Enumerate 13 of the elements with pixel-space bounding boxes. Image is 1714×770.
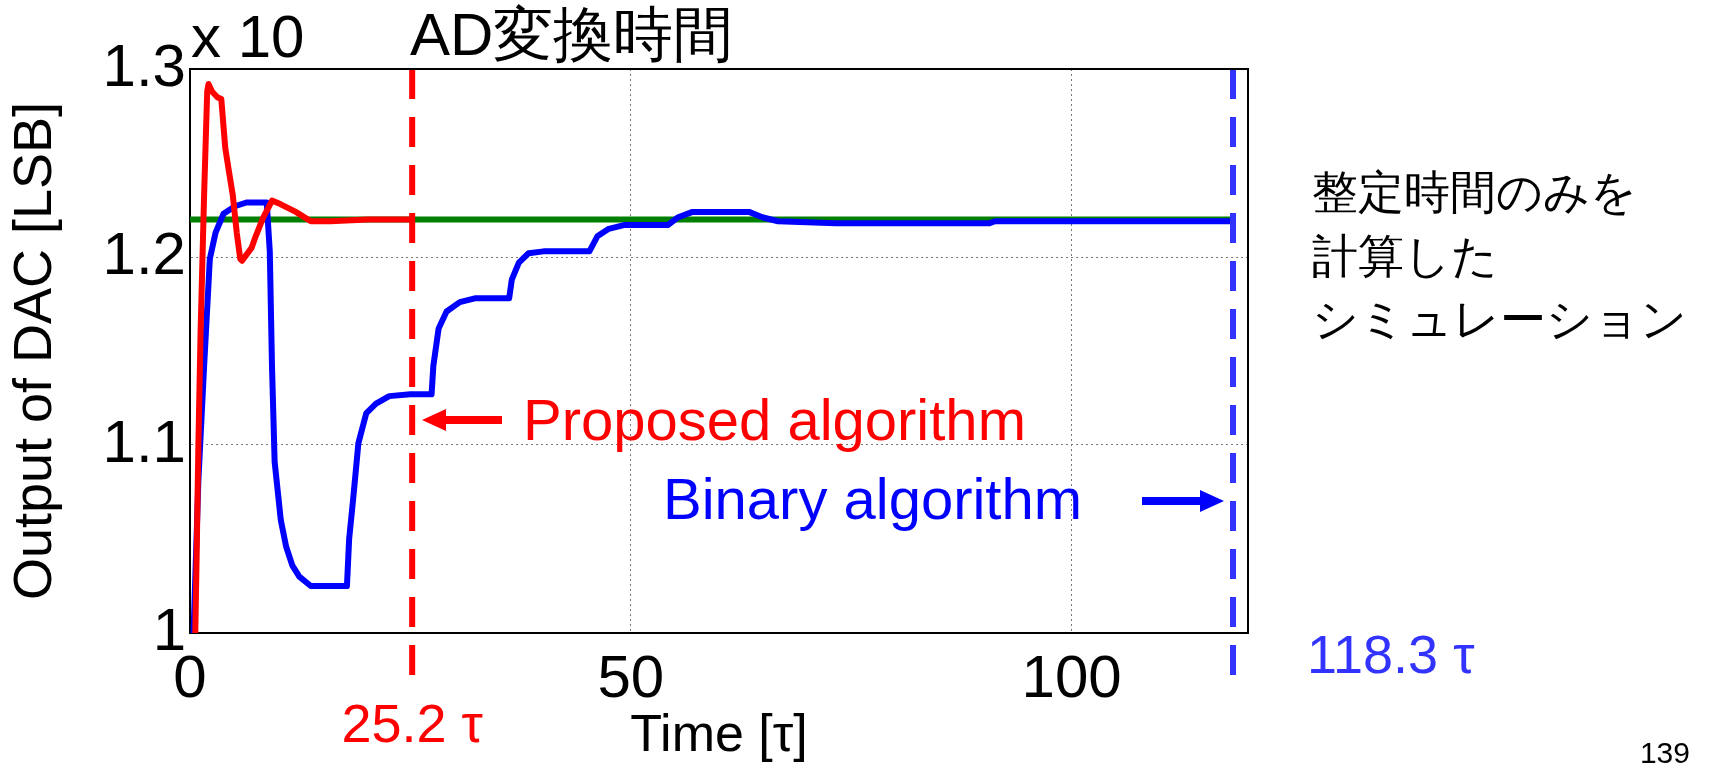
text: 139 <box>1639 736 1690 769</box>
text: 整定時間のみを計算したシミュレーション <box>1312 165 1688 347</box>
ref-line-label: 118.3 τ <box>1307 623 1475 684</box>
y-tick-label: 1.1 <box>102 407 186 475</box>
x-tick-label: 100 <box>1021 642 1122 710</box>
text: Binary algorithm <box>663 466 1083 531</box>
ref-line-label: 25.2 τ <box>341 692 483 753</box>
annotation: x 10 <box>191 3 305 70</box>
chart-title: AD変換時間 <box>410 0 734 68</box>
y-axis-title: Output of DAC [LSB] <box>2 101 63 601</box>
y-tick-label: 1.3 <box>102 31 186 99</box>
legend-label: Proposed algorithm <box>523 387 1026 452</box>
y-tick-label: 1.2 <box>102 219 186 287</box>
